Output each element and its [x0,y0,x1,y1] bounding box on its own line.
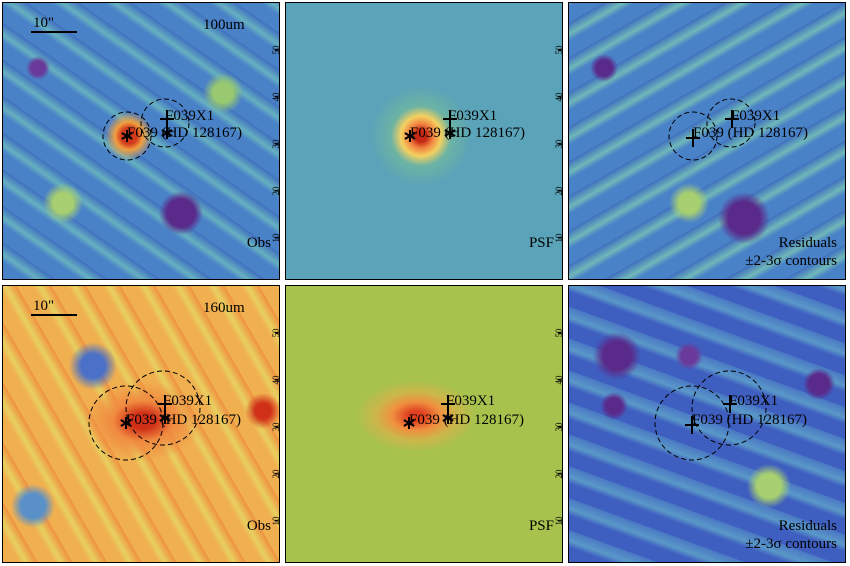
panel-sublabel: ±2-3σ contours [745,253,837,269]
tick-label: 40 [271,375,280,385]
image-panel: F039X1 F039 (HD 128167) Residuals ±2-3σ con… [568,285,846,563]
asterisk-marker [159,414,171,422]
asterisk-marker [403,419,415,427]
tick-label: 50 [554,328,563,338]
image-panel: F039X1 F039 (HD 128167) 100um 10" Obs 10 20 30 4… [2,2,280,280]
aperture-circle [654,385,730,461]
panel-label: Residuals [779,235,837,251]
source-label: F039 (HD 128167) [127,125,242,141]
tick-label: 50 [271,328,280,338]
image-panel: F039X1 F039 (HD 128167) PSF 10 20 30 40 50 [285,285,563,563]
aperture-circle [125,370,201,446]
panel-label: Residuals [779,518,837,534]
tick-label: 10 [271,516,280,526]
asterisk-marker [121,132,133,140]
panel-overlay: F039X1 F039 (HD 128167) PSF 10 20 30 40 50 [403,328,563,534]
tick-label: 10 [554,516,563,526]
source-label: F039 (HD 128167) [126,412,241,428]
aperture-circle [706,98,756,148]
asterisk-marker [442,414,454,422]
panel-label: Obs [247,518,271,534]
band-label: 100um [203,17,245,33]
aperture-circle [668,111,718,161]
panel-label: Obs [247,235,271,251]
tick-label: 20 [271,469,280,479]
asterisk-marker [161,129,173,137]
panel-label: PSF [529,235,554,251]
asterisk-marker [120,419,132,427]
source-label: F039 (HD 128167) [692,412,807,428]
tick-label: 50 [271,45,280,55]
scale-label: 10" [33,298,54,314]
asterisk-marker [404,132,416,140]
tick-label: 20 [271,186,280,196]
source-label: F039 (HD 128167) [410,125,525,141]
band-label: 160um [203,300,245,316]
image-panel: F039X1 F039 (HD 128167) 160um 10" Obs 10 20 30 4… [2,285,280,563]
tick-label: 30 [554,422,563,432]
panel-overlay: F039X1 F039 (HD 128167) Residuals ±2-3σ con… [654,370,837,552]
tick-label: 40 [554,375,563,385]
source-label: F039X1 [446,393,495,409]
source-label: F039 (HD 128167) [693,125,808,141]
scale-label: 10" [33,15,54,31]
source-label: F039X1 [729,393,778,409]
tick-label: 10 [554,233,563,243]
tick-label: 30 [271,422,280,432]
image-panel: F039X1 F039 (HD 128167) Residuals ±2-3σ con… [568,2,846,280]
source-label: F039X1 [448,108,497,124]
tick-label: 40 [271,92,280,102]
aperture-circle [102,111,152,161]
tick-label: 20 [554,469,563,479]
aperture-circle [88,385,164,461]
aperture-circle [691,370,767,446]
source-label: F039X1 [165,108,214,124]
source-label: F039X1 [731,108,780,124]
tick-label: 40 [554,92,563,102]
tick-label: 10 [271,233,280,243]
tick-label: 30 [554,139,563,149]
tick-label: 20 [554,186,563,196]
tick-label: 30 [271,139,280,149]
asterisk-marker [444,129,456,137]
panel-label: PSF [529,518,554,534]
source-label: F039X1 [163,393,212,409]
panel-overlay: F039X1 F039 (HD 128167) 160um 10" Obs 10 20 30 4… [31,298,280,534]
panel-sublabel: ±2-3σ contours [745,536,837,552]
aperture-circle [140,98,190,148]
source-label: F039 (HD 128167) [409,412,524,428]
tick-label: 50 [554,45,563,55]
image-panel: F039X1 F039 (HD 128167) PSF 10 20 30 40 50 [285,2,563,280]
